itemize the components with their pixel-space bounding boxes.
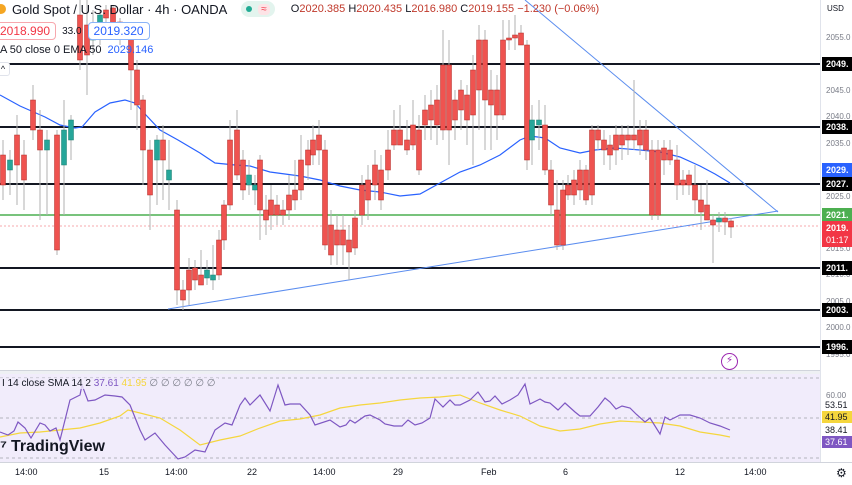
price-tick: 2005.0	[826, 297, 851, 306]
time-tick: 14:00	[165, 467, 188, 477]
rsi-indicator-label: I 14 close SMA 14 2	[2, 378, 91, 389]
price-tick: 2055.0	[826, 33, 851, 42]
rsi-level-label: 53.51	[822, 399, 852, 411]
rsi-sma-label: 41.95	[822, 411, 852, 423]
current-price-label: 2019.	[822, 221, 852, 235]
price-tick: 2025.0	[826, 192, 851, 201]
level-label-1996: 1996.	[822, 340, 852, 354]
open-value: 2020.385	[299, 3, 346, 15]
ohlc-values: O2020.385 H2020.435 L2016.980 C2019.155 …	[291, 3, 599, 15]
market-open-icon	[246, 6, 253, 12]
tradingview-logo[interactable]: ⁷ TradingView	[0, 437, 105, 457]
high-label: H	[348, 3, 357, 15]
ema-price-label: 2029.	[822, 163, 852, 177]
status-pill[interactable]: ≈	[241, 1, 275, 17]
level-label-2011: 2011.	[822, 261, 852, 275]
low-value: 2016.980	[411, 3, 458, 15]
close-label: C	[460, 3, 469, 15]
price-tick: 1995.0	[826, 350, 851, 359]
low-label: L	[405, 3, 412, 15]
delayed-data-icon: ≈	[258, 3, 270, 15]
rsi-sma-value: 41.95	[121, 378, 147, 389]
symbol-title[interactable]: Gold Spot / U.S. Dollar · 4h · OANDA	[12, 1, 228, 17]
level-label-2003: 2003.	[822, 303, 852, 317]
rsi-chart	[0, 377, 820, 460]
rsi-value: 37.61	[93, 378, 119, 389]
time-tick: 14:00	[744, 467, 767, 477]
time-tick: 14:00	[15, 467, 38, 477]
spread-value: 33.0	[62, 25, 82, 37]
pane-separator[interactable]	[0, 370, 852, 374]
rsi-level-label: 38.41	[822, 424, 852, 436]
settings-gear-icon[interactable]: ⚙	[836, 466, 847, 480]
close-value: 2019.155	[468, 3, 515, 15]
sell-button[interactable]: 2018.990	[0, 22, 57, 40]
time-tick: Feb	[481, 467, 497, 477]
indicator-label[interactable]: A 50 close 0 EMA 50	[0, 44, 102, 56]
rsi-current-label: 37.61	[822, 436, 852, 448]
price-tick: 2000.0	[826, 323, 851, 332]
time-tick: 15	[99, 467, 110, 477]
lightning-event-icon[interactable]: ⚡	[721, 353, 738, 370]
price-tick: 2040.0	[826, 112, 851, 121]
candlestick-chart	[0, 0, 820, 348]
high-value: 2020.435	[356, 3, 403, 15]
level-label-2027: 2027.	[822, 177, 852, 191]
gold-coin-icon	[0, 4, 6, 14]
level-label-2049: 2049.	[822, 57, 852, 71]
rsi-legend[interactable]: I 14 close SMA 14 2 37.61 41.95 ∅ ∅ ∅ ∅ …	[0, 378, 218, 389]
time-tick: 12	[675, 467, 686, 477]
indicator-value: 2029.146	[107, 44, 154, 56]
time-tick: 29	[393, 467, 404, 477]
open-label: O	[290, 3, 300, 15]
level-label-2021: 2021.	[822, 208, 852, 222]
price-tick: 2035.0	[826, 139, 851, 148]
time-tick: 6	[563, 467, 569, 477]
collapse-legend-button[interactable]: ^	[0, 62, 10, 76]
tradingview-logo-text: TradingView	[11, 438, 105, 455]
currency-label[interactable]: USD	[827, 4, 844, 13]
time-tick: 22	[247, 467, 258, 477]
price-tick: 2015.0	[826, 244, 851, 253]
rsi-tick: 60.00	[826, 391, 847, 400]
rsi-empty-values: ∅ ∅ ∅ ∅ ∅ ∅	[149, 378, 216, 389]
time-axis[interactable]	[0, 462, 852, 485]
tradingview-mark-icon: ⁷	[0, 437, 8, 456]
change-value: −1.230 (−0.06%)	[517, 3, 600, 15]
price-tick: 2045.0	[826, 86, 851, 95]
level-label-2038: 2038.	[822, 120, 852, 134]
time-tick: 14:00	[313, 467, 336, 477]
bar-countdown-label: 01:17	[822, 233, 852, 247]
buy-button[interactable]: 2019.320	[87, 22, 150, 40]
price-pane[interactable]: Gold Spot / U.S. Dollar · 4h · OANDA ≈ O…	[0, 0, 820, 370]
